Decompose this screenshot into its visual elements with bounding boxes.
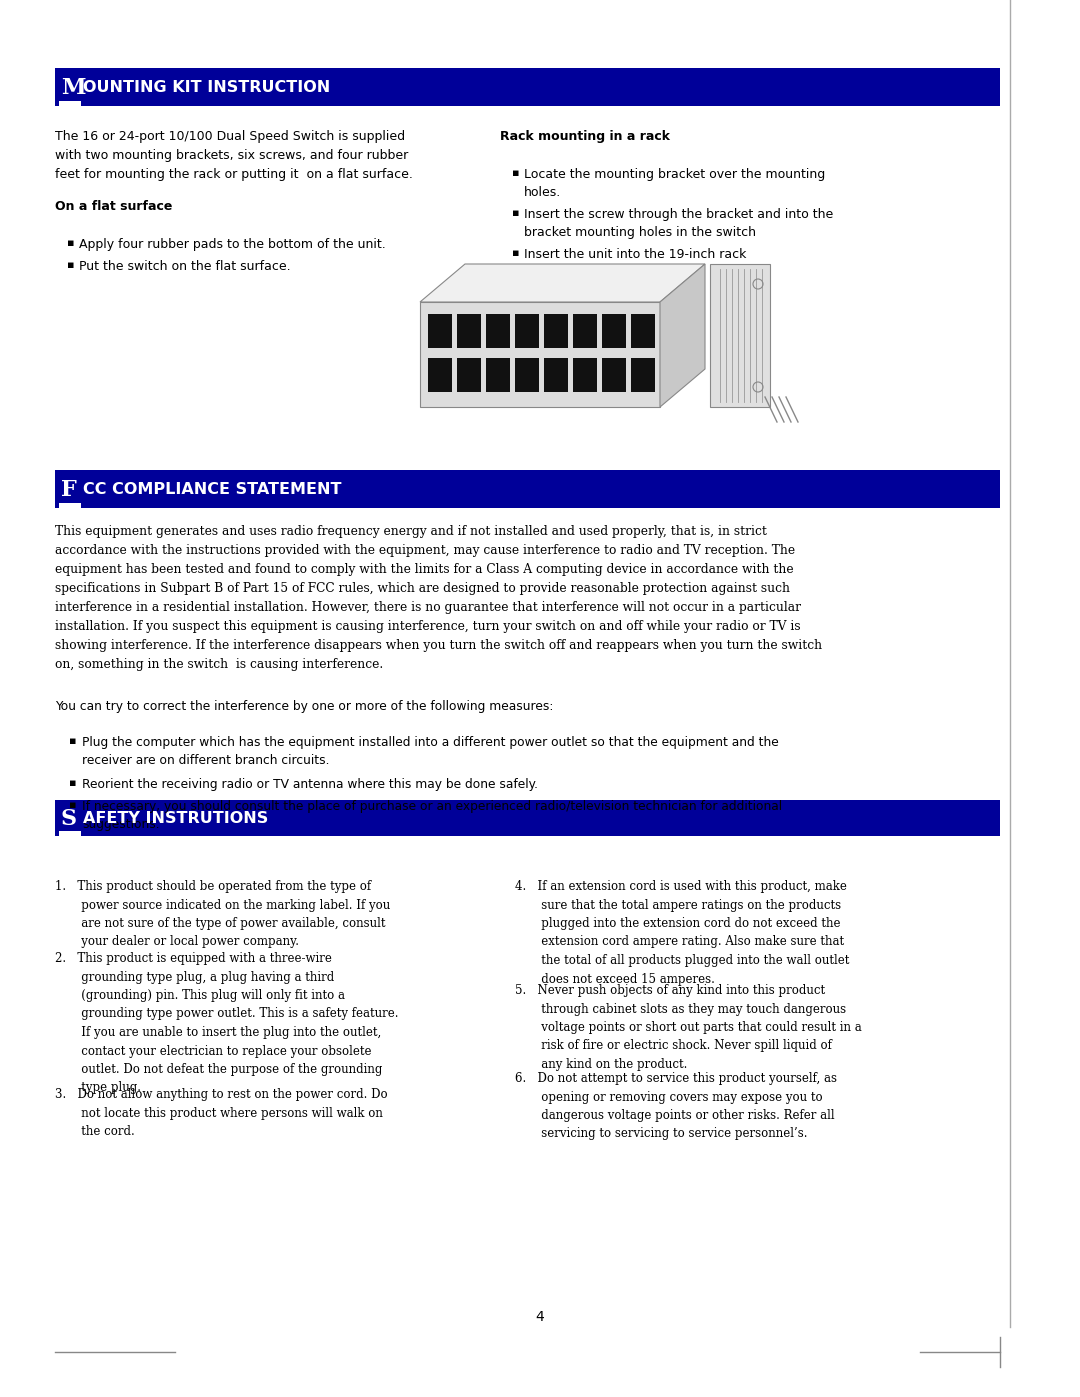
Text: AFETY INSTRUTIONS: AFETY INSTRUTIONS <box>83 812 268 826</box>
Text: On a flat surface: On a flat surface <box>55 200 173 212</box>
FancyBboxPatch shape <box>428 314 453 348</box>
FancyBboxPatch shape <box>428 358 453 393</box>
Text: 3.   Do not allow anything to rest on the power cord. Do
       not locate this : 3. Do not allow anything to rest on the … <box>55 1088 388 1139</box>
FancyBboxPatch shape <box>631 358 654 393</box>
FancyBboxPatch shape <box>602 314 626 348</box>
Text: CC COMPLIANCE STATEMENT: CC COMPLIANCE STATEMENT <box>83 482 341 497</box>
Text: ▪: ▪ <box>69 800 77 810</box>
FancyBboxPatch shape <box>457 358 481 393</box>
Text: F: F <box>60 479 77 500</box>
Text: ▪: ▪ <box>67 260 75 270</box>
Text: 2.   This product is equipped with a three-wire
       grounding type plug, a pl: 2. This product is equipped with a three… <box>55 951 399 1094</box>
FancyBboxPatch shape <box>55 800 1000 835</box>
Text: ▪: ▪ <box>67 237 75 249</box>
FancyBboxPatch shape <box>710 264 770 407</box>
FancyBboxPatch shape <box>573 358 597 393</box>
Text: Locate the mounting bracket over the mounting
holes.: Locate the mounting bracket over the mou… <box>524 168 825 198</box>
FancyBboxPatch shape <box>573 314 597 348</box>
FancyBboxPatch shape <box>457 314 481 348</box>
Text: ▪: ▪ <box>69 778 77 788</box>
FancyBboxPatch shape <box>515 358 539 393</box>
Text: Rack mounting in a rack: Rack mounting in a rack <box>500 130 670 142</box>
FancyBboxPatch shape <box>544 314 568 348</box>
FancyBboxPatch shape <box>486 358 510 393</box>
Text: If necessary, you should consult the place of purchase or an experienced radio/t: If necessary, you should consult the pla… <box>82 800 782 831</box>
FancyBboxPatch shape <box>420 302 660 407</box>
Text: 6.   Do not attempt to service this product yourself, as
       opening or remov: 6. Do not attempt to service this produc… <box>515 1071 837 1140</box>
Text: Insert the unit into the 19-inch rack: Insert the unit into the 19-inch rack <box>524 249 746 261</box>
FancyBboxPatch shape <box>544 358 568 393</box>
FancyBboxPatch shape <box>515 314 539 348</box>
Text: ▪: ▪ <box>512 208 519 218</box>
Text: 5.   Never push objects of any kind into this product
       through cabinet slo: 5. Never push objects of any kind into t… <box>515 983 862 1071</box>
Text: 4.   If an extension cord is used with this product, make
       sure that the t: 4. If an extension cord is used with thi… <box>515 880 849 985</box>
FancyBboxPatch shape <box>59 503 81 509</box>
Text: ▪: ▪ <box>69 736 77 746</box>
FancyBboxPatch shape <box>631 314 654 348</box>
Text: 1.   This product should be operated from the type of
       power source indica: 1. This product should be operated from … <box>55 880 390 949</box>
Polygon shape <box>420 264 705 302</box>
FancyBboxPatch shape <box>55 68 1000 106</box>
FancyBboxPatch shape <box>486 314 510 348</box>
FancyBboxPatch shape <box>602 358 626 393</box>
Text: 4: 4 <box>536 1310 544 1324</box>
Polygon shape <box>660 264 705 407</box>
Text: OUNTING KIT INSTRUCTION: OUNTING KIT INSTRUCTION <box>83 80 330 95</box>
Text: Plug the computer which has the equipment installed into a different power outle: Plug the computer which has the equipmen… <box>82 736 779 767</box>
Text: The 16 or 24-port 10/100 Dual Speed Switch is supplied
with two mounting bracket: The 16 or 24-port 10/100 Dual Speed Swit… <box>55 130 413 182</box>
FancyBboxPatch shape <box>55 469 1000 509</box>
Text: This equipment generates and uses radio frequency energy and if not installed an: This equipment generates and uses radio … <box>55 525 822 671</box>
Text: You can try to correct the interference by one or more of the following measures: You can try to correct the interference … <box>55 700 553 712</box>
Text: Reorient the receiving radio or TV antenna where this may be done safely.: Reorient the receiving radio or TV anten… <box>82 778 538 791</box>
Text: ▪: ▪ <box>512 249 519 258</box>
Text: Put the switch on the flat surface.: Put the switch on the flat surface. <box>79 260 291 272</box>
Text: ▪: ▪ <box>512 168 519 177</box>
Text: M: M <box>60 77 85 99</box>
Text: S: S <box>60 807 77 830</box>
Text: Insert the screw through the bracket and into the
bracket mounting holes in the : Insert the screw through the bracket and… <box>524 208 834 239</box>
FancyBboxPatch shape <box>59 101 81 106</box>
FancyBboxPatch shape <box>59 831 81 835</box>
Text: Apply four rubber pads to the bottom of the unit.: Apply four rubber pads to the bottom of … <box>79 237 386 251</box>
